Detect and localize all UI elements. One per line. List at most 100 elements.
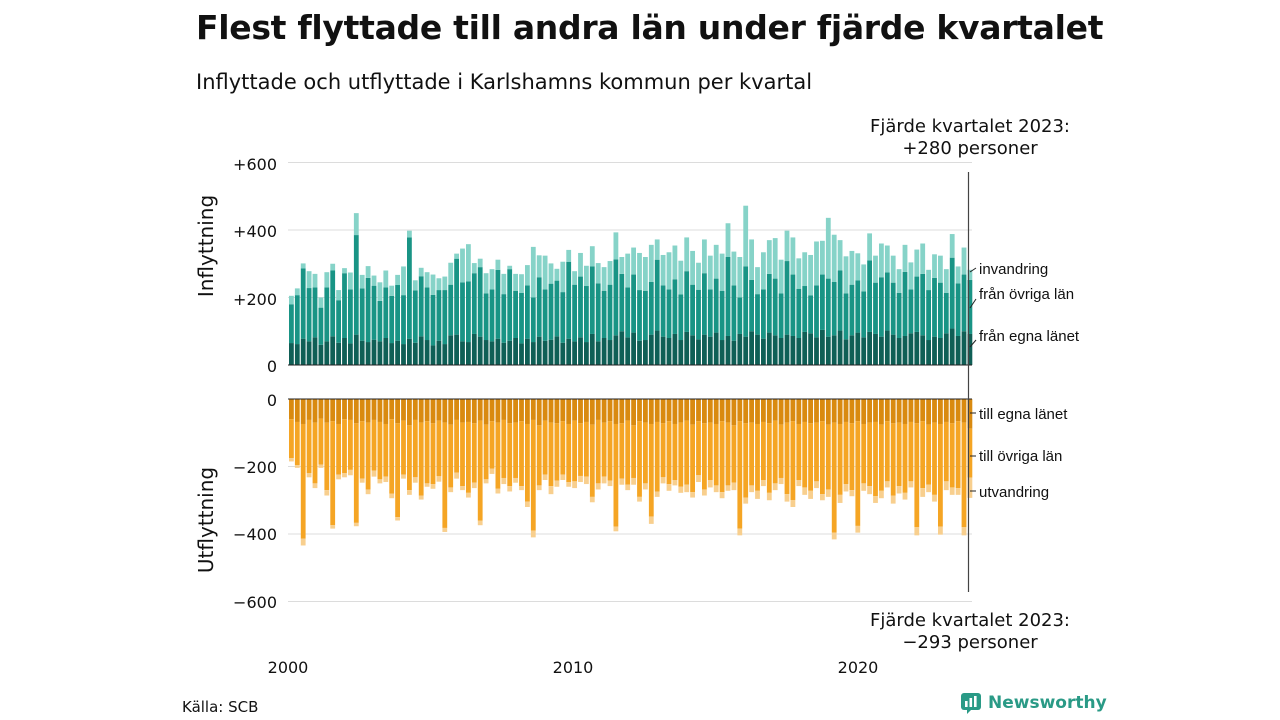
bar-out-emigration (896, 486, 902, 494)
bar-out-emigration (401, 474, 406, 479)
bar-in-immigration (525, 265, 530, 286)
bar-out-own-county (702, 399, 707, 424)
bar-in-other-counties (696, 289, 701, 340)
bar-out-other-counties (943, 421, 949, 482)
bar-in-other-counties (660, 285, 666, 337)
bar-in-own-county (766, 332, 772, 365)
bar-out-other-counties (607, 421, 613, 481)
bar-in-immigration (672, 245, 678, 280)
bar-out-emigration (955, 488, 961, 495)
bar-out-emigration (902, 492, 908, 500)
bar-in-immigration (678, 260, 684, 295)
bar-in-own-county (637, 340, 642, 365)
bar-out-other-counties (731, 425, 737, 483)
bar-in-immigration (666, 252, 672, 290)
bar-out-emigration (501, 477, 507, 485)
bar-in-other-counties (914, 276, 920, 332)
bar-out-other-counties (407, 425, 412, 491)
bar-in-other-counties (595, 283, 601, 342)
source-note: Källa: SCB (182, 698, 259, 716)
bar-in-other-counties (389, 295, 395, 344)
bar-in-own-county (654, 330, 660, 365)
newsworthy-logo[interactable]: Newsworthy (960, 692, 1107, 714)
bar-in-immigration (766, 240, 772, 274)
bar-in-own-county (648, 334, 654, 366)
bar-in-other-counties (778, 293, 784, 338)
bar-in-immigration (938, 255, 943, 283)
bar-in-own-county (755, 334, 760, 366)
bar-in-own-county (884, 330, 890, 365)
bar-in-immigration (707, 255, 713, 290)
bar-out-emigration (525, 501, 530, 507)
bar-out-other-counties (412, 419, 418, 478)
bar-in-immigration (879, 243, 884, 278)
bar-in-other-counties (920, 273, 926, 336)
bar-in-other-counties (525, 285, 530, 339)
bar-in-other-counties (342, 273, 347, 338)
bar-out-emigration (613, 526, 619, 532)
bar-out-own-county (477, 399, 483, 421)
bar-in-immigration (483, 273, 489, 294)
bar-out-other-counties (572, 420, 577, 482)
bar-in-other-counties (353, 235, 359, 335)
bar-out-other-counties (324, 422, 330, 491)
bar-out-own-county (430, 399, 436, 424)
bar-out-emigration (837, 494, 843, 503)
bar-out-emigration (513, 477, 518, 483)
bar-in-immigration (454, 253, 459, 259)
bar-out-own-county (401, 399, 406, 421)
bar-in-own-county (401, 344, 406, 365)
bar-in-own-county (861, 337, 867, 365)
bar-out-other-counties (749, 422, 754, 486)
bar-in-immigration (348, 272, 353, 290)
bar-in-immigration (554, 268, 560, 281)
bar-in-other-counties (908, 289, 914, 334)
bar-in-other-counties (843, 293, 849, 340)
bar-out-other-counties (755, 423, 760, 491)
bar-in-own-county (560, 342, 566, 366)
bar-in-immigration (383, 270, 389, 288)
bar-out-own-county (654, 399, 660, 422)
bar-in-immigration (289, 295, 294, 305)
bar-in-immigration (477, 258, 483, 268)
bar-in-immigration (643, 257, 648, 291)
bar-out-other-counties (383, 423, 389, 477)
bar-in-own-county (619, 331, 625, 365)
bar-in-immigration (713, 244, 719, 279)
bar-out-other-counties (666, 421, 672, 485)
bar-in-immigration (772, 238, 778, 279)
bar-out-other-counties (820, 421, 825, 495)
bar-out-own-county (595, 399, 601, 420)
x-tick-2020: 2020 (838, 658, 879, 677)
bar-out-other-counties (525, 423, 530, 502)
bar-out-own-county (377, 399, 383, 422)
bar-out-emigration (772, 483, 778, 491)
bar-out-other-counties (613, 423, 619, 527)
bar-in-other-counties (448, 284, 454, 336)
leader-fran-egna-lanet (969, 339, 977, 348)
bar-in-other-counties (336, 300, 341, 343)
bar-in-immigration (312, 273, 318, 288)
bar-out-own-county (967, 399, 973, 429)
bar-out-emigration (619, 478, 625, 485)
bar-out-emigration (684, 484, 690, 493)
bar-out-other-counties (430, 423, 436, 485)
bar-in-immigration (584, 265, 589, 287)
bar-out-own-county (554, 399, 560, 424)
bar-in-other-counties (884, 272, 890, 331)
bar-in-immigration (737, 257, 743, 298)
bar-out-other-counties (418, 422, 424, 496)
bar-out-emigration (324, 490, 330, 496)
bar-out-other-counties (825, 424, 831, 490)
bar-in-immigration (395, 274, 400, 286)
bar-in-other-counties (625, 287, 631, 338)
bar-out-other-counties (495, 422, 501, 489)
bar-out-own-county (619, 399, 625, 424)
leader-invandring (969, 267, 977, 273)
bar-out-own-county (660, 399, 666, 424)
bar-in-immigration (489, 269, 495, 290)
bar-in-own-county (324, 341, 330, 366)
bar-out-own-county (637, 399, 642, 422)
bar-out-other-counties (395, 423, 400, 518)
bar-out-other-counties (501, 419, 507, 478)
